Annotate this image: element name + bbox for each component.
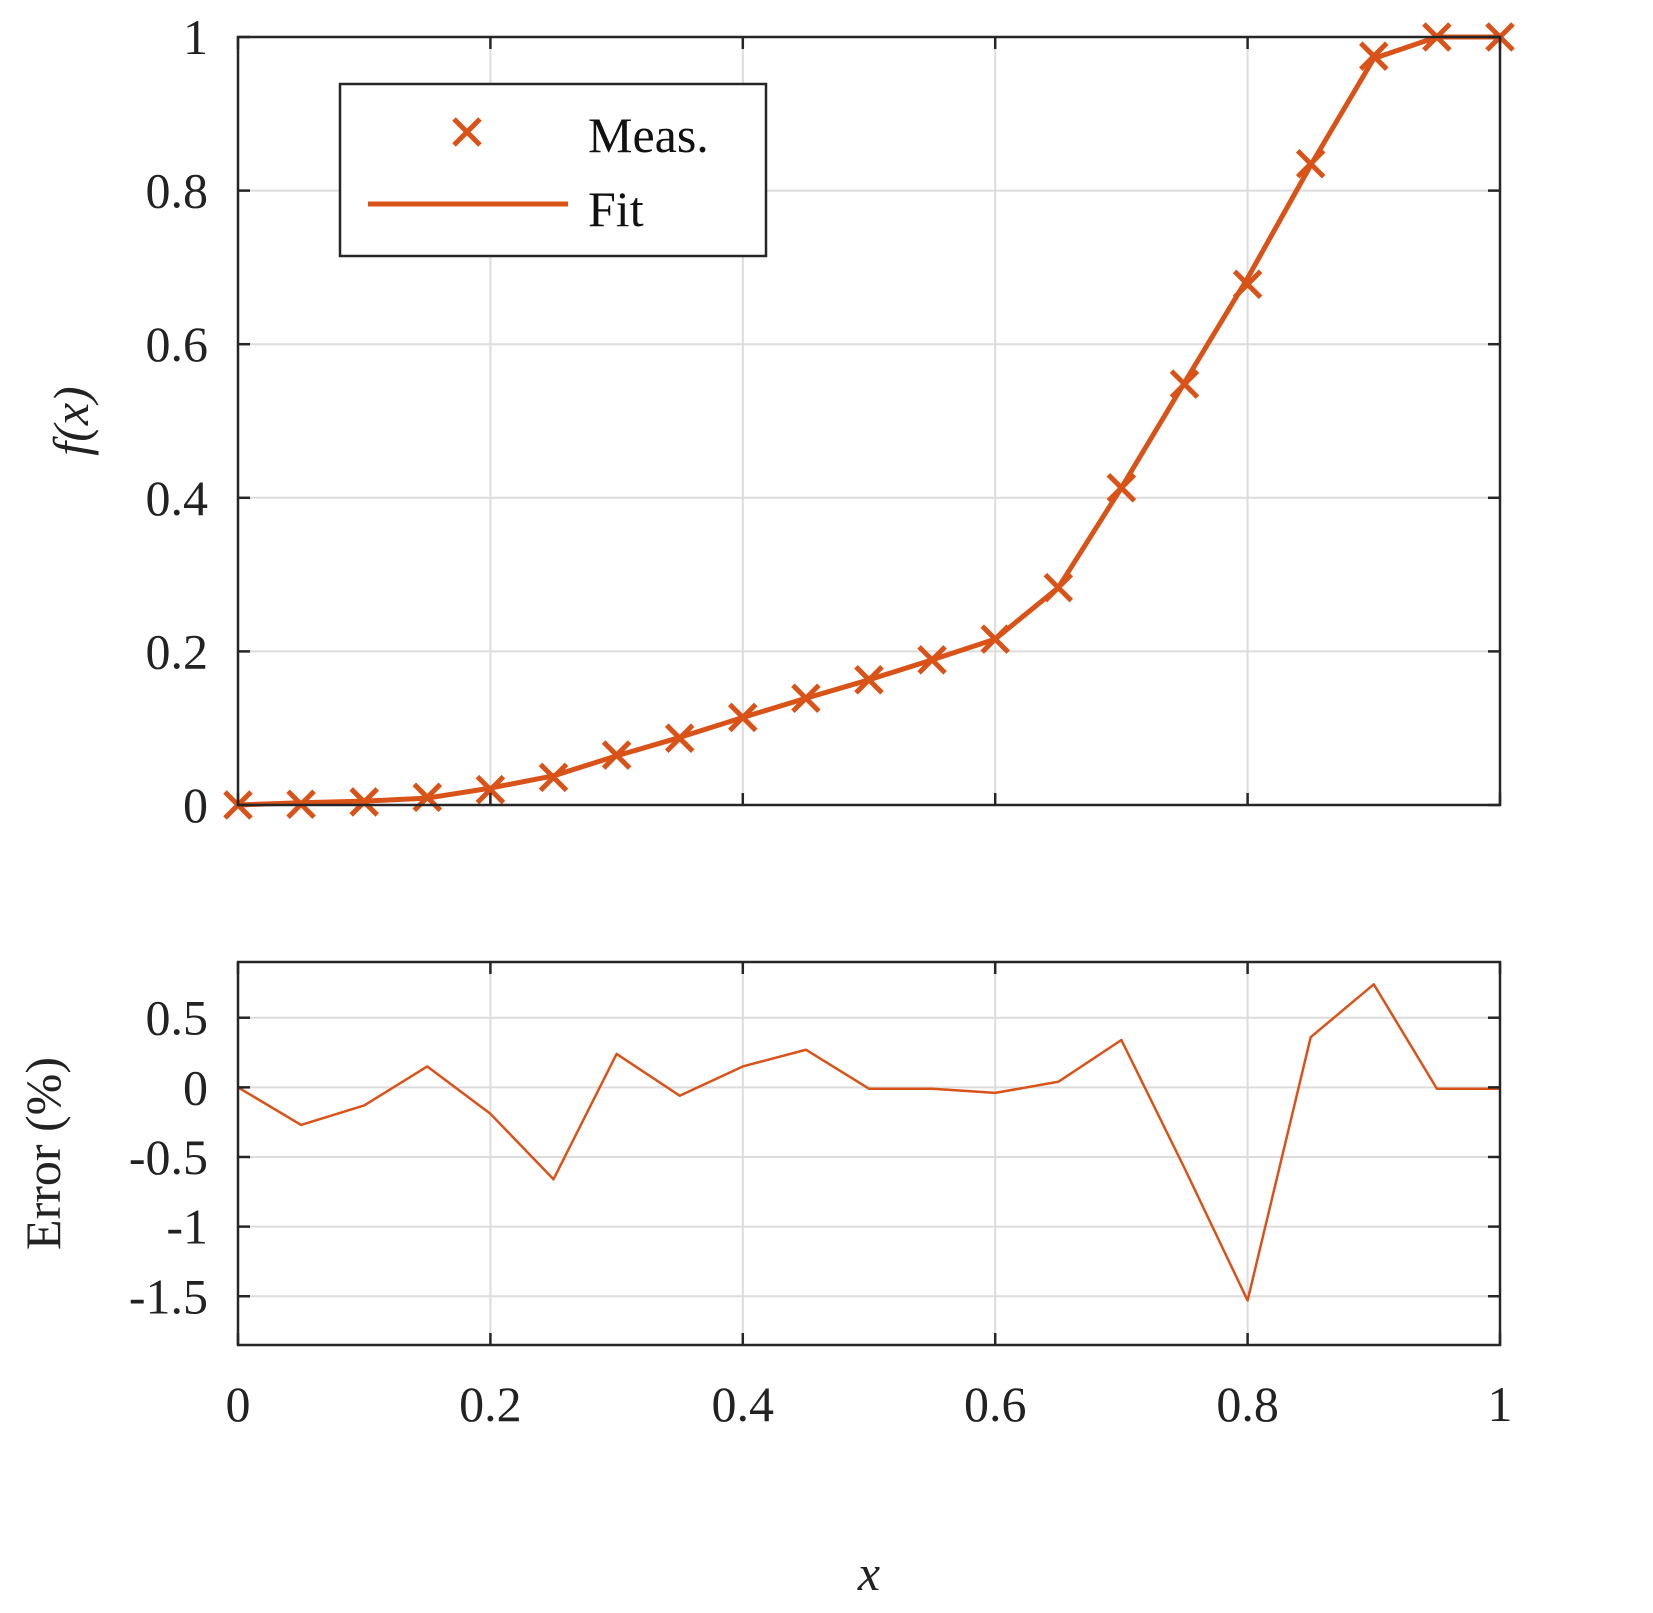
fx-y-tick-label-0.2: 0.2 xyxy=(146,623,209,679)
x-tick-label-1: 1 xyxy=(1488,1376,1513,1432)
error-y-tick-labels: -1.5 -1 -0.5 0 0.5 xyxy=(129,990,208,1325)
x-tick-label-0: 0 xyxy=(226,1376,251,1432)
error-axes-box xyxy=(236,960,1502,1347)
error-y-tick-label--0.5: -0.5 xyxy=(129,1129,208,1185)
x-tick-label-0.4: 0.4 xyxy=(712,1376,775,1432)
error-ticks xyxy=(236,962,1502,1345)
error-y-tick-label-0.5: 0.5 xyxy=(146,990,209,1046)
fx-y-axis-label: f(x) xyxy=(43,386,99,455)
fx-axes-box xyxy=(236,35,1502,807)
fx-series xyxy=(223,22,1515,820)
x-tick-labels: 0 0.2 0.4 0.6 0.8 1 xyxy=(226,1376,1513,1432)
fit-line xyxy=(237,34,1500,808)
error-y-tick-label-0: 0 xyxy=(183,1059,208,1115)
x-tick-label-0.2: 0.2 xyxy=(459,1376,522,1432)
fx-y-tick-label-0.8: 0.8 xyxy=(146,163,209,219)
legend-box xyxy=(338,82,768,258)
fx-y-tick-labels: 0 0.2 0.4 0.6 0.8 1 xyxy=(146,9,209,833)
x-axis-label: x xyxy=(857,1545,880,1601)
error-panel: -1.5-1-0.500.5 0 0.2 0.4 0.6 0.8 1 Error (%) … xyxy=(15,960,1513,1601)
error-grid xyxy=(238,962,1500,1345)
legend-label-fit: Fit xyxy=(588,181,644,237)
error-y-axis-label: Error (%) xyxy=(15,1057,71,1250)
legend-label-meas: Meas. xyxy=(588,107,709,163)
error-y-tick-label--1: -1 xyxy=(166,1199,208,1255)
fx-y-tick-label-0.4: 0.4 xyxy=(146,470,209,526)
fx-y-tick-label-1: 1 xyxy=(183,9,208,65)
error-series xyxy=(237,983,1500,1302)
x-tick-label-0.6: 0.6 xyxy=(964,1376,1027,1432)
fx-y-tick-label-0: 0 xyxy=(183,777,208,833)
x-tick-label-0.8: 0.8 xyxy=(1216,1376,1279,1432)
error-y-tick-label--1.5: -1.5 xyxy=(129,1268,208,1324)
fx-ticks xyxy=(236,35,1502,807)
legend-x-icon xyxy=(452,117,482,147)
fx-panel: 0 0.2 0.4 0.6 0.8 1 f(x) Meas. Fit xyxy=(43,9,1515,833)
legend: Meas. Fit xyxy=(338,82,768,258)
error-line xyxy=(237,983,1500,1302)
legend-meas-marker xyxy=(452,117,482,147)
fx-y-tick-label-0.6: 0.6 xyxy=(146,316,209,372)
